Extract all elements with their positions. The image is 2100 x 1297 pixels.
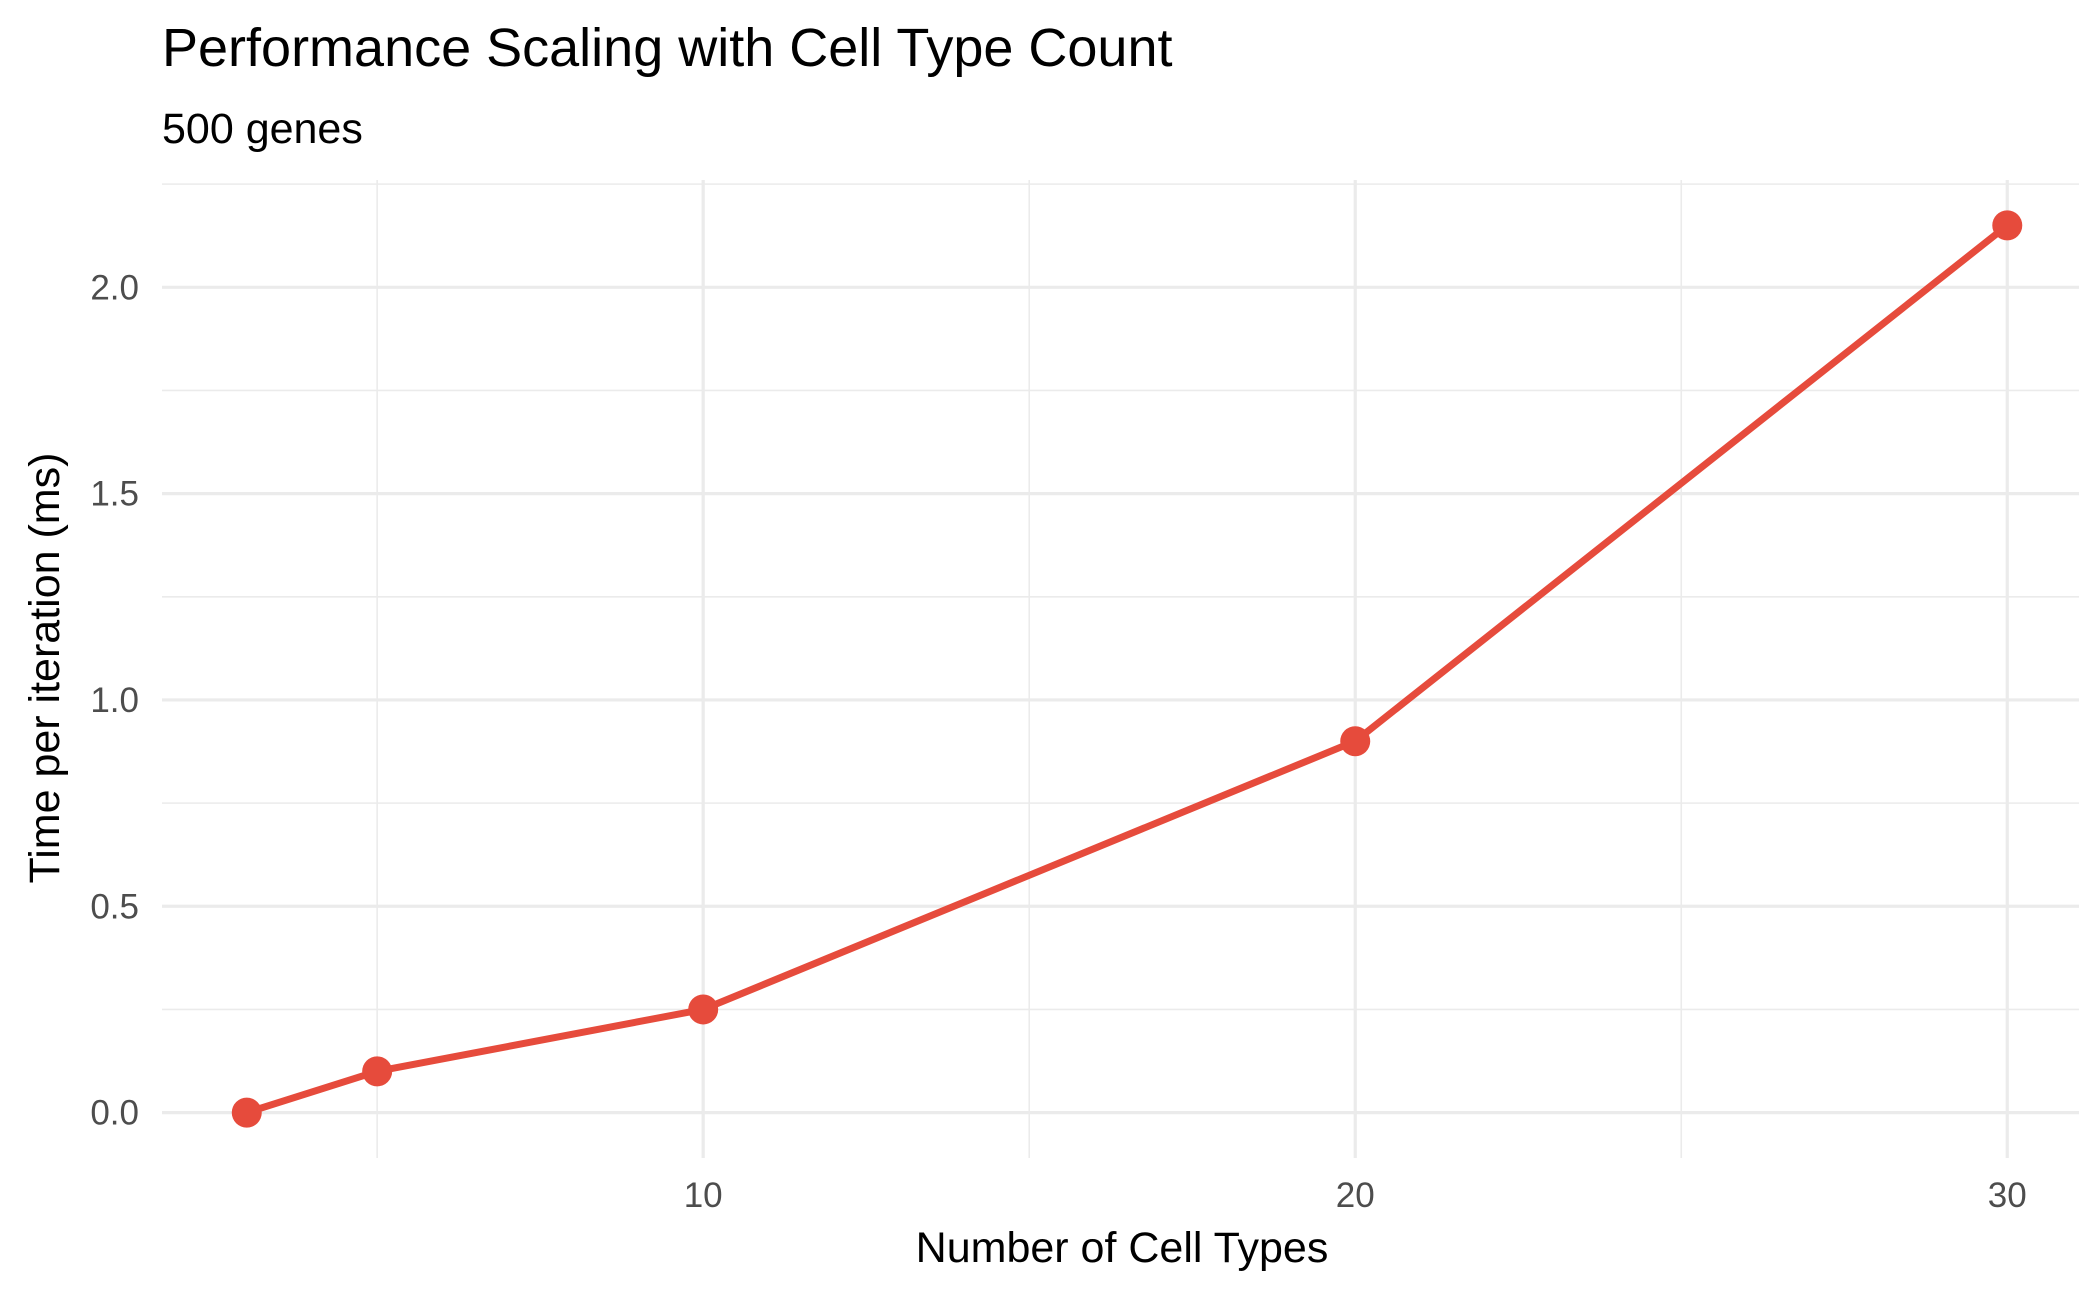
series-line-0	[245, 222, 2010, 1116]
x-tick-label-1: 20	[1336, 1176, 1375, 1215]
data-point-0-1	[362, 1056, 393, 1087]
y-tick-label-0: 0.0	[90, 1094, 139, 1133]
chart-title: Performance Scaling with Cell Type Count	[162, 18, 1173, 78]
y-axis-title: Time per iteration (ms)	[21, 453, 69, 884]
x-tick-label-0: 10	[684, 1176, 723, 1215]
y-tick-label-1: 0.5	[90, 887, 139, 926]
data-point-0-4	[1992, 210, 2023, 241]
tick-labels: 0.0 0.5 1.0 1.5 2.0 10 20 30	[90, 268, 2026, 1215]
data-point-0-3	[1340, 726, 1371, 757]
grid	[162, 180, 2079, 1158]
data-point-0-2	[688, 994, 719, 1025]
x-axis-title: Number of Cell Types	[916, 1224, 1329, 1272]
y-tick-label-4: 2.0	[90, 268, 139, 307]
y-tick-label-3: 1.5	[90, 475, 139, 514]
x-tick-label-2: 30	[1988, 1176, 2027, 1215]
chart-subtitle: 500 genes	[162, 105, 363, 153]
y-tick-label-2: 1.0	[90, 681, 139, 720]
series-layer	[231, 210, 2023, 1128]
data-point-0-0	[231, 1097, 262, 1128]
